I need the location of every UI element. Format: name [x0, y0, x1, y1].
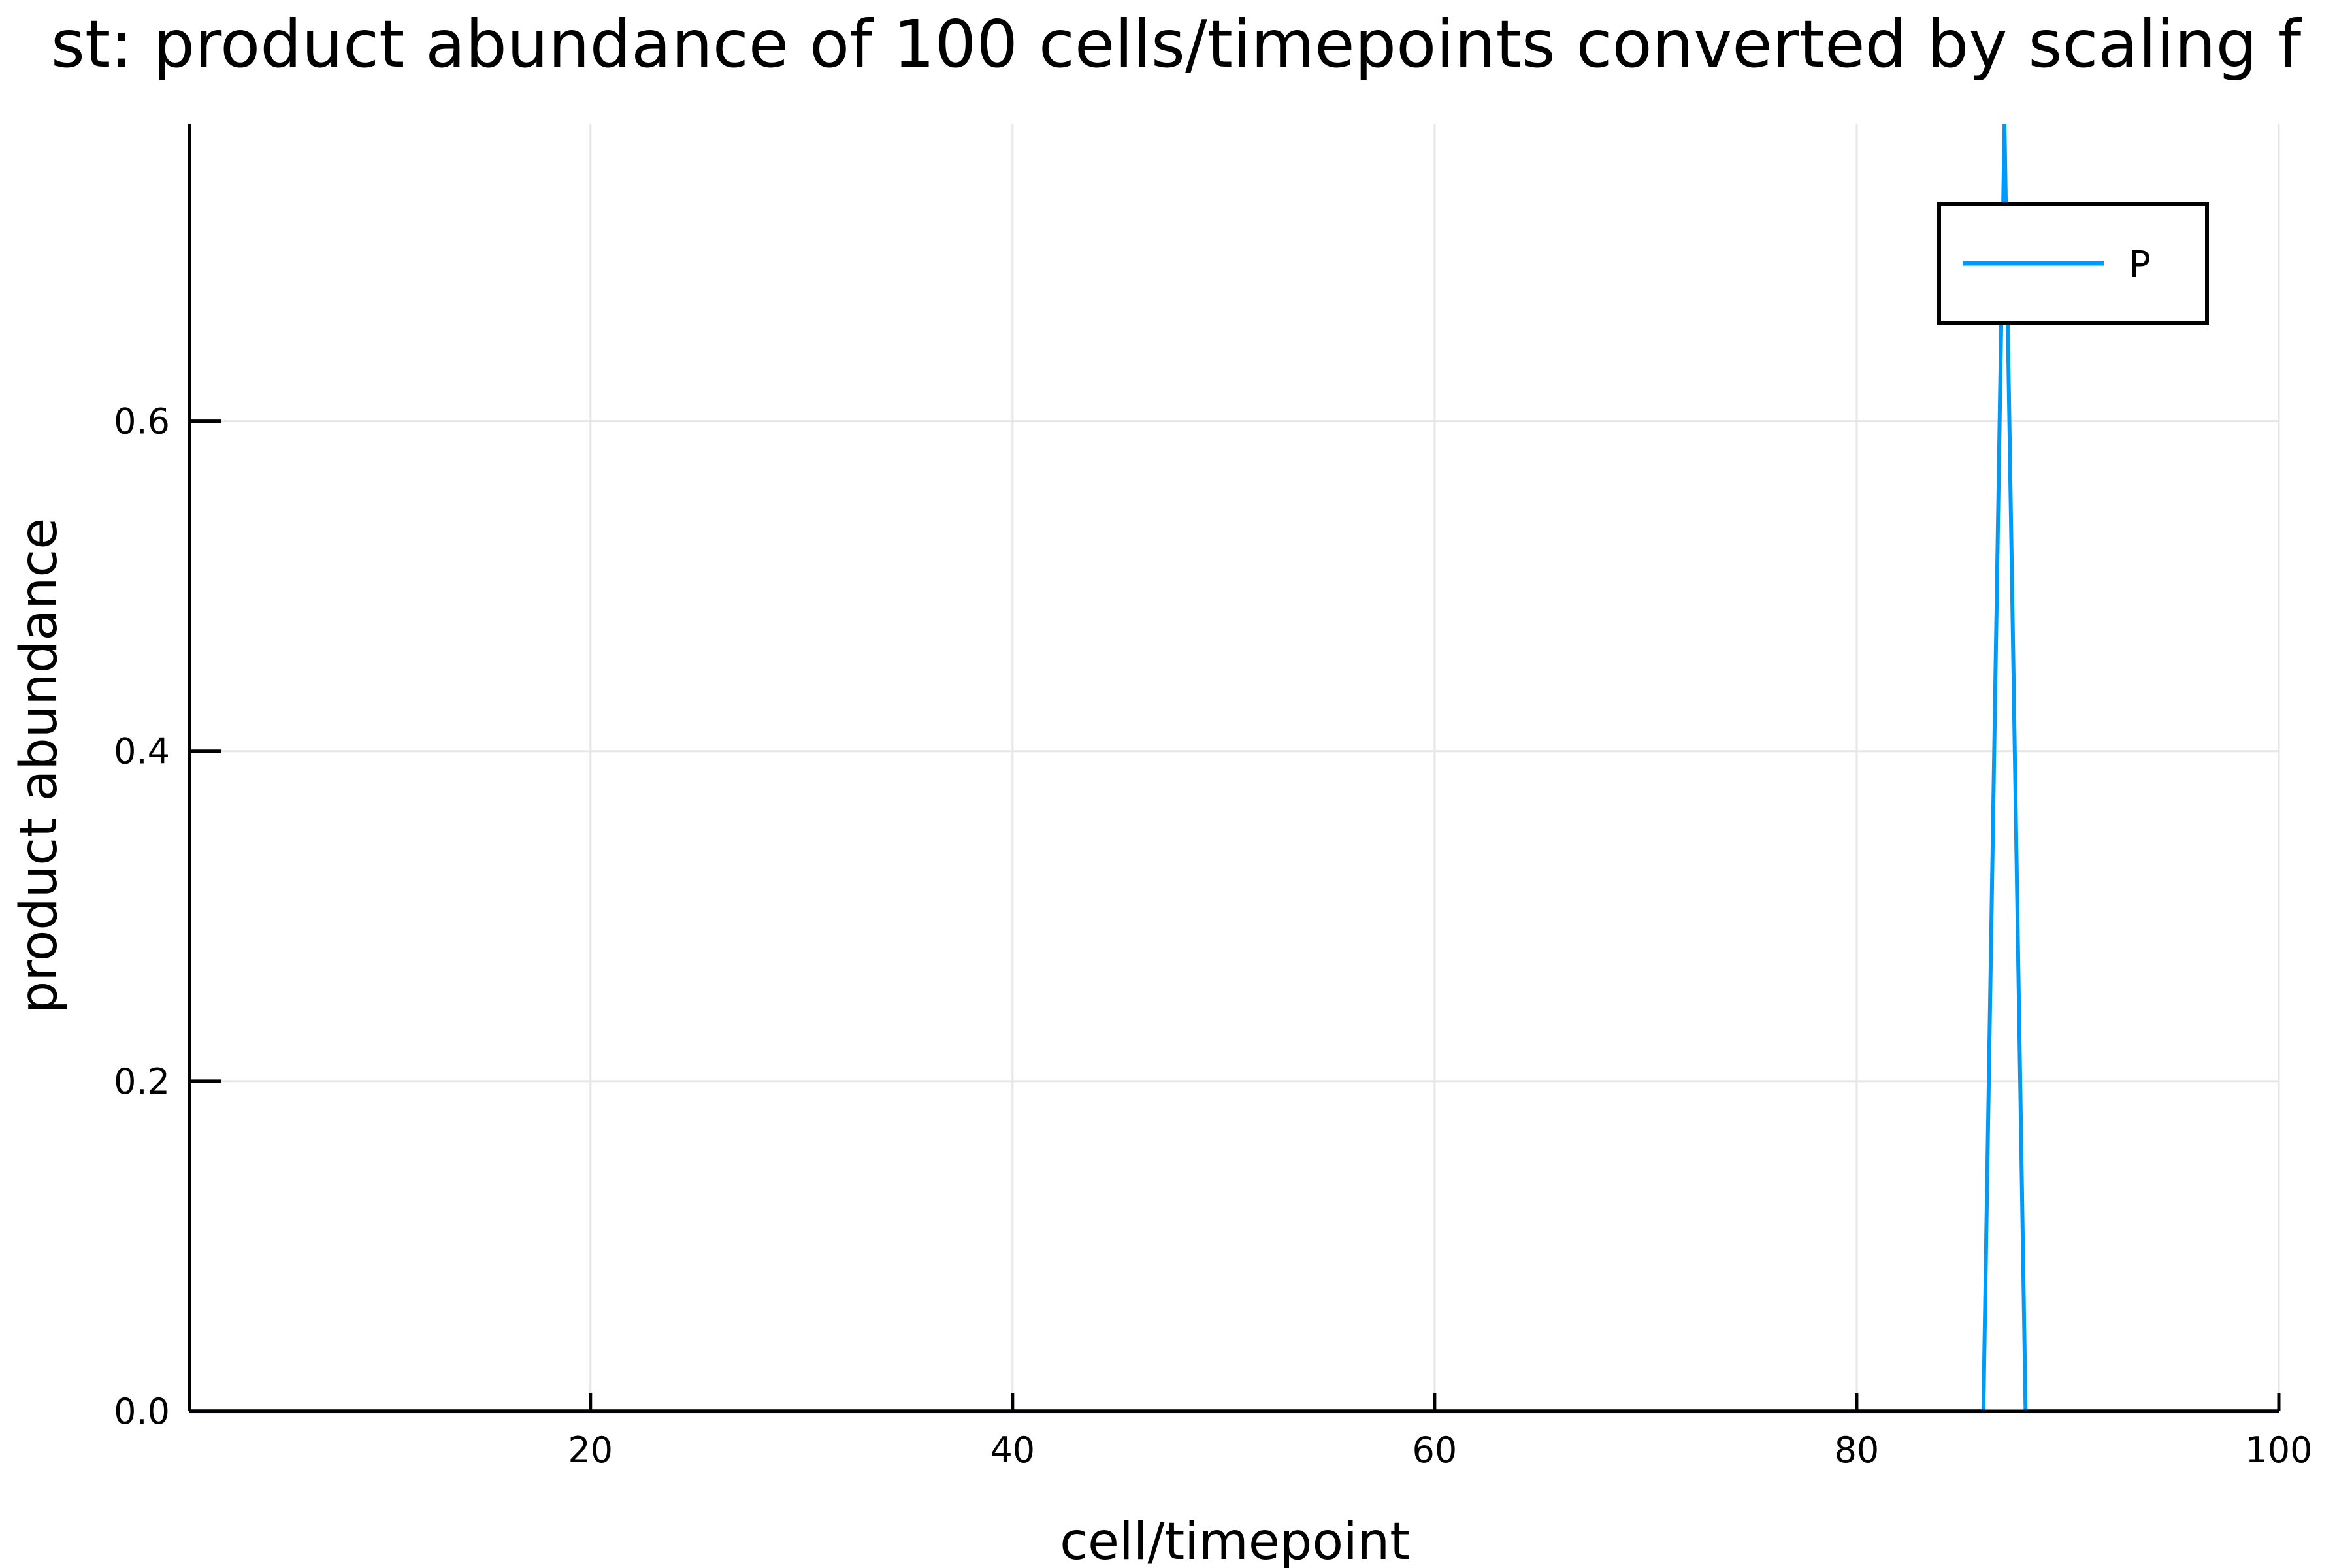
legend: P	[1937, 202, 2209, 325]
x-tick-label: 40	[990, 1429, 1035, 1471]
x-axis-label: cell/timepoint	[1060, 1512, 1410, 1568]
x-tick-label: 60	[1413, 1429, 1458, 1471]
x-tick-label: 100	[2245, 1429, 2312, 1471]
axes	[188, 124, 2279, 1413]
y-tick-label: 0.6	[114, 401, 170, 442]
x-tick-label: 20	[568, 1429, 613, 1471]
y-axis-label: product abundance	[10, 518, 69, 1014]
y-tick-label: 0.0	[114, 1391, 170, 1432]
y-tick-label: 0.4	[114, 731, 170, 772]
y-tick-label: 0.2	[114, 1061, 170, 1102]
ticks: 20 40 60 80 100 0.0 0.2 0.4 0.6	[114, 401, 2312, 1471]
chart-title: st: product abundance of 100 cells/timep…	[51, 6, 2303, 82]
x-tick-label: 80	[1835, 1429, 1880, 1471]
legend-label-p: P	[2129, 244, 2151, 286]
